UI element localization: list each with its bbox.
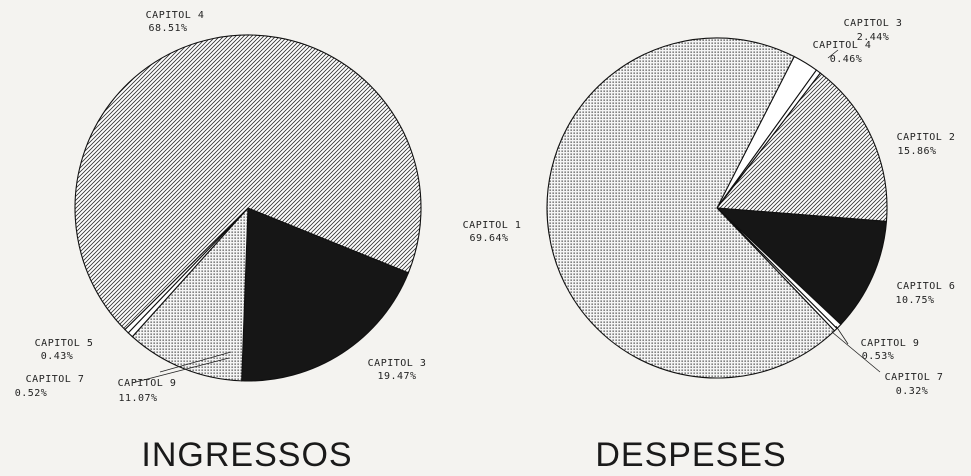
label-despeses-capitol-9-value: 0.53% xyxy=(862,351,895,362)
pie-despeses-title: DESPESES xyxy=(595,436,786,474)
label-despeses-capitol-7-value: 0.32% xyxy=(896,386,929,397)
label-despeses-capitol-3-value: 2.44% xyxy=(857,32,890,43)
label-ingressos-capitol-7-name: CAPITOL 7 xyxy=(26,374,85,385)
pie-ingressos-labels: CAPITOL 4 68.51% CAPITOL 3 19.47% CAPITO… xyxy=(15,10,427,404)
label-despeses-capitol-1-value: 69.64% xyxy=(469,233,508,244)
label-ingressos-capitol-4-name: CAPITOL 4 xyxy=(146,10,205,21)
pie-despeses-slice-capitol-1 xyxy=(546,37,836,379)
label-despeses-capitol-9-name: CAPITOL 9 xyxy=(861,338,920,349)
pie-ingressos-slice-capitol-4 xyxy=(74,34,422,331)
pie-despeses-labels: CAPITOL 3 2.44% CAPITOL 4 0.46% CAPITOL … xyxy=(463,18,956,397)
pie-ingressos-slice-capitol-3 xyxy=(241,207,410,382)
pie-ingressos: CAPITOL 4 68.51% CAPITOL 3 19.47% CAPITO… xyxy=(15,10,427,474)
label-despeses-capitol-4-value: 0.46% xyxy=(830,54,863,65)
pie-despeses-guides xyxy=(827,49,881,373)
label-ingressos-capitol-5-value: 0.43% xyxy=(41,351,74,362)
label-despeses-capitol-2-name: CAPITOL 2 xyxy=(897,132,956,143)
pie-despeses: CAPITOL 3 2.44% CAPITOL 4 0.46% CAPITOL … xyxy=(463,18,956,474)
label-ingressos-capitol-5-name: CAPITOL 5 xyxy=(35,338,94,349)
label-despeses-capitol-3-name: CAPITOL 3 xyxy=(844,18,903,29)
label-despeses-capitol-1-name: CAPITOL 1 xyxy=(463,220,522,231)
label-despeses-capitol-7-name: CAPITOL 7 xyxy=(885,372,944,383)
pie-despeses-slices xyxy=(546,37,888,379)
label-despeses-capitol-6-name: CAPITOL 6 xyxy=(897,281,956,292)
pie-despeses-slice-capitol-6 xyxy=(715,207,888,326)
pie-ingressos-slices xyxy=(74,34,422,382)
label-ingressos-capitol-3-name: CAPITOL 3 xyxy=(368,358,427,369)
label-despeses-capitol-6-value: 10.75% xyxy=(895,295,934,306)
pie-ingressos-title: INGRESSOS xyxy=(141,436,352,474)
label-despeses-capitol-4-name: CAPITOL 4 xyxy=(813,40,872,51)
pie-ingressos-guides xyxy=(131,351,232,384)
label-ingressos-capitol-7-value: 0.52% xyxy=(15,388,48,399)
label-ingressos-capitol-3-value: 19.47% xyxy=(377,371,416,382)
label-ingressos-capitol-9-value: 11.07% xyxy=(118,393,157,404)
pie-despeses-slice-capitol-2 xyxy=(715,72,888,223)
label-despeses-capitol-2-value: 15.86% xyxy=(897,146,936,157)
pie-ingressos-slice-capitol-9 xyxy=(131,206,249,382)
label-ingressos-capitol-4-value: 68.51% xyxy=(148,23,187,34)
label-ingressos-capitol-9-name: CAPITOL 9 xyxy=(118,378,177,389)
